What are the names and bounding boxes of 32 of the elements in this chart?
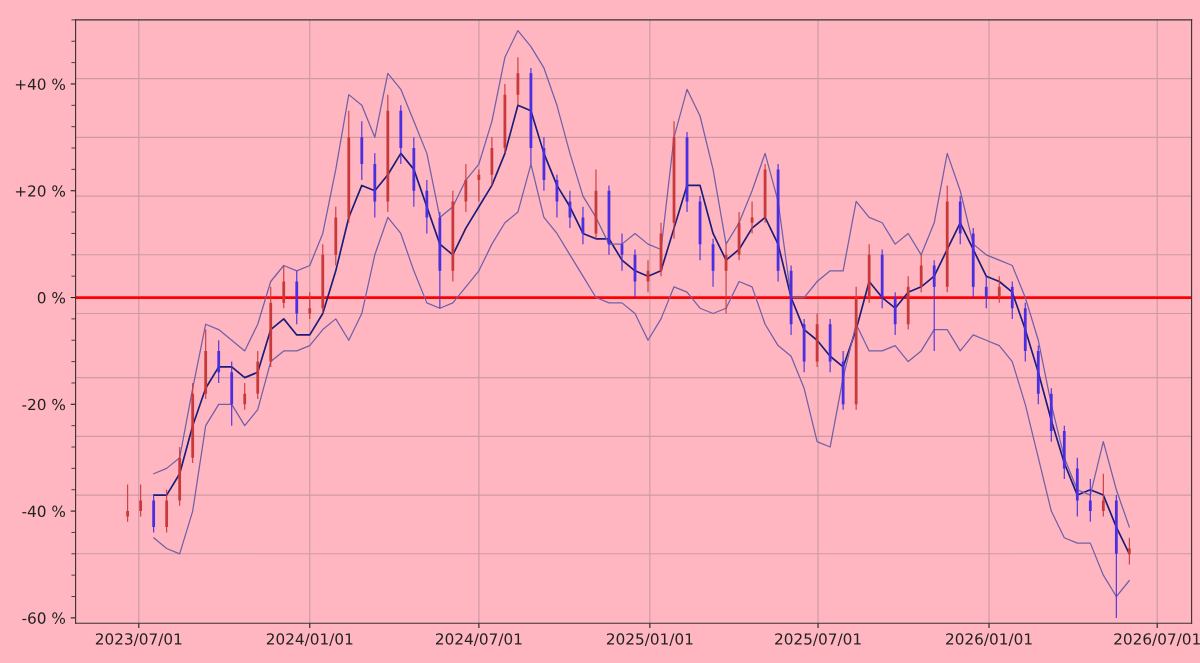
- candlestick: [997, 275, 1001, 304]
- x-tick-label: 2024/01/01: [266, 633, 353, 646]
- y-tick-label: 0 %: [37, 291, 66, 304]
- y-tick-label: -20 %: [22, 398, 66, 411]
- x-tick-label: 2025/07/01: [775, 633, 861, 646]
- x-tick-label: 2026/01/01: [946, 633, 1032, 646]
- candlestick: [243, 382, 247, 411]
- candlestick: [139, 483, 143, 517]
- candlestick: [1088, 478, 1092, 523]
- candlestick: [1127, 537, 1131, 566]
- candlestick: [477, 168, 481, 202]
- candlestick: [308, 291, 312, 320]
- line-series: [152, 104, 1131, 555]
- y-tick-label: -60 %: [22, 612, 66, 624]
- x-tick-label: 2025/01/01: [606, 633, 693, 646]
- x-tick-label: 2023/07/01: [95, 633, 182, 646]
- candlestick: [217, 339, 221, 384]
- line-series: [153, 29, 1130, 528]
- candlestick: [464, 163, 468, 213]
- y-tick-label: -40 %: [22, 505, 66, 518]
- candlestick: [1010, 280, 1014, 320]
- candlestick: [126, 483, 130, 523]
- candlestick: [932, 259, 936, 352]
- line-series: [153, 163, 1130, 598]
- candlestick: [984, 275, 988, 309]
- x-tick-label: 2024/07/01: [435, 633, 522, 646]
- y-tick-label: +20 %: [15, 185, 66, 197]
- candlestick: [1101, 473, 1105, 517]
- x-tick-label: 2026/07/01: [1114, 633, 1200, 646]
- y-tick-label: +40 %: [15, 78, 66, 90]
- candlestick: [282, 264, 286, 309]
- candlestick: [919, 254, 923, 293]
